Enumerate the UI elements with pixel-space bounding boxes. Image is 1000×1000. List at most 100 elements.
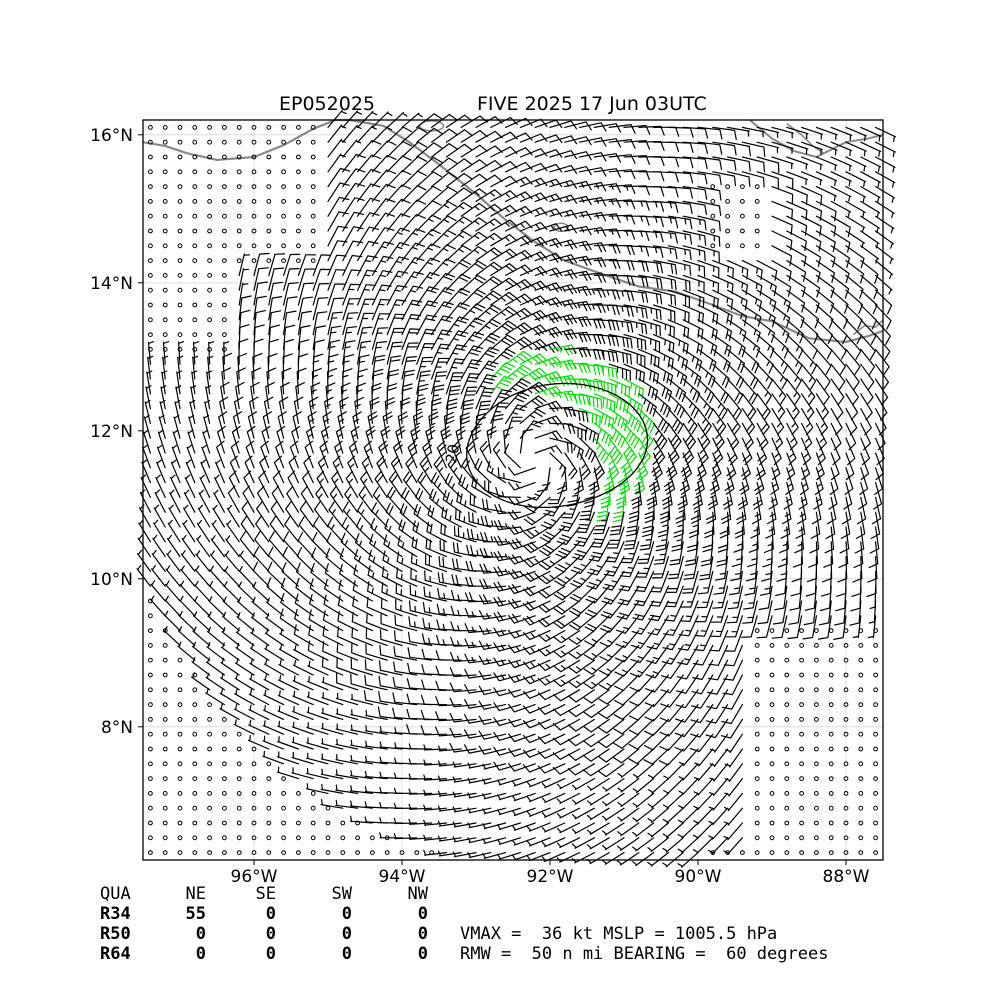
wind-barb	[727, 171, 751, 187]
wind-barb	[653, 230, 678, 244]
wind-barb	[493, 731, 521, 741]
wind-barb	[538, 570, 566, 585]
wind-barb	[327, 167, 351, 188]
wind-barb	[206, 370, 213, 395]
wind-barb	[519, 324, 548, 336]
calm-wind-marker	[207, 125, 213, 130]
wind-barb	[280, 577, 299, 602]
calm-wind-marker	[192, 791, 198, 796]
wind-barb	[505, 279, 533, 291]
wind-barb	[727, 289, 748, 311]
wind-barb	[503, 443, 521, 469]
wind-barb	[815, 437, 826, 466]
wind-barb	[667, 289, 690, 308]
wind-barb	[393, 630, 418, 646]
wind-barb	[682, 245, 706, 262]
wind-barb	[474, 458, 492, 484]
wind-barb	[378, 691, 403, 706]
wind-barb	[505, 293, 533, 306]
wind-barb	[519, 236, 548, 247]
calm-wind-marker	[873, 850, 878, 855]
wind-barb	[638, 408, 656, 433]
wind-barb	[860, 156, 882, 173]
wind-barb	[422, 440, 433, 469]
wind-barb	[467, 852, 492, 859]
wind-barb	[866, 570, 877, 598]
wind-barb	[697, 215, 721, 232]
wind-barb	[727, 126, 750, 137]
wind-barb	[727, 422, 740, 451]
wind-barb	[342, 254, 363, 276]
wind-barb	[519, 192, 548, 202]
wind-barb	[590, 526, 610, 548]
wind-barb	[822, 556, 833, 583]
wind-barb	[386, 184, 412, 202]
wind-barb	[206, 626, 225, 646]
wind-barb	[291, 752, 314, 765]
wind-barb	[355, 517, 373, 543]
wind-barb	[875, 260, 894, 280]
wind-barb	[616, 852, 640, 866]
wind-barb	[490, 306, 517, 321]
table-header-row: QUA NE SE SW NW	[100, 884, 428, 904]
calm-wind-marker	[236, 761, 242, 767]
calm-wind-marker	[296, 805, 301, 811]
wind-barb	[460, 130, 488, 143]
calm-wind-marker	[310, 791, 316, 796]
wind-barb	[815, 126, 838, 141]
wind-barb	[342, 501, 359, 528]
wind-barb	[613, 689, 640, 706]
wind-barb	[490, 263, 518, 276]
wind-barb	[564, 393, 590, 406]
calm-wind-marker	[828, 657, 834, 663]
wind-barb	[452, 791, 477, 798]
wind-barb	[598, 718, 625, 734]
wind-barb	[677, 630, 699, 651]
wind-barb	[223, 581, 240, 602]
calm-wind-marker	[828, 761, 834, 767]
wind-barb	[249, 673, 270, 691]
wind-barb	[450, 605, 477, 617]
wind-barb	[508, 598, 536, 609]
wind-barb	[583, 718, 610, 733]
wind-barb	[268, 281, 284, 306]
calm-wind-marker	[222, 332, 227, 338]
wind-barb	[830, 215, 851, 238]
calm-wind-marker	[710, 199, 716, 204]
wind-barb	[593, 422, 613, 447]
calm-wind-marker	[828, 687, 834, 693]
wind-barb	[660, 689, 684, 708]
wind-barb	[537, 763, 566, 774]
calm-wind-marker	[148, 317, 153, 323]
wind-barb	[283, 296, 298, 321]
wind-barb	[435, 711, 462, 722]
wind-barb	[312, 531, 329, 558]
wind-barb	[431, 357, 449, 380]
wind-barb	[449, 742, 477, 753]
calm-wind-marker	[710, 213, 716, 219]
wind-barb	[571, 792, 595, 805]
wind-barb	[519, 133, 548, 143]
wind-barb	[860, 348, 876, 376]
calm-wind-marker	[281, 139, 287, 145]
wind-barb	[136, 564, 151, 587]
calm-wind-marker	[162, 761, 168, 767]
wind-barb	[810, 511, 821, 539]
wind-barb	[505, 264, 533, 276]
cell-nw: 0	[417, 944, 428, 964]
wind-barb	[475, 346, 500, 365]
wind-barb	[176, 370, 183, 395]
calm-wind-marker	[281, 213, 287, 219]
wind-barb	[307, 660, 329, 676]
wind-barb	[449, 682, 477, 693]
wind-barb	[266, 367, 277, 395]
wind-barb	[163, 626, 181, 646]
wind-barb	[653, 363, 674, 386]
wind-barb	[801, 334, 818, 360]
wind-barb	[697, 186, 722, 201]
wind-barb	[564, 210, 592, 221]
wind-barb	[238, 550, 255, 572]
calm-wind-marker	[177, 302, 183, 308]
wind-barb	[364, 770, 388, 780]
calm-wind-marker	[858, 643, 864, 648]
